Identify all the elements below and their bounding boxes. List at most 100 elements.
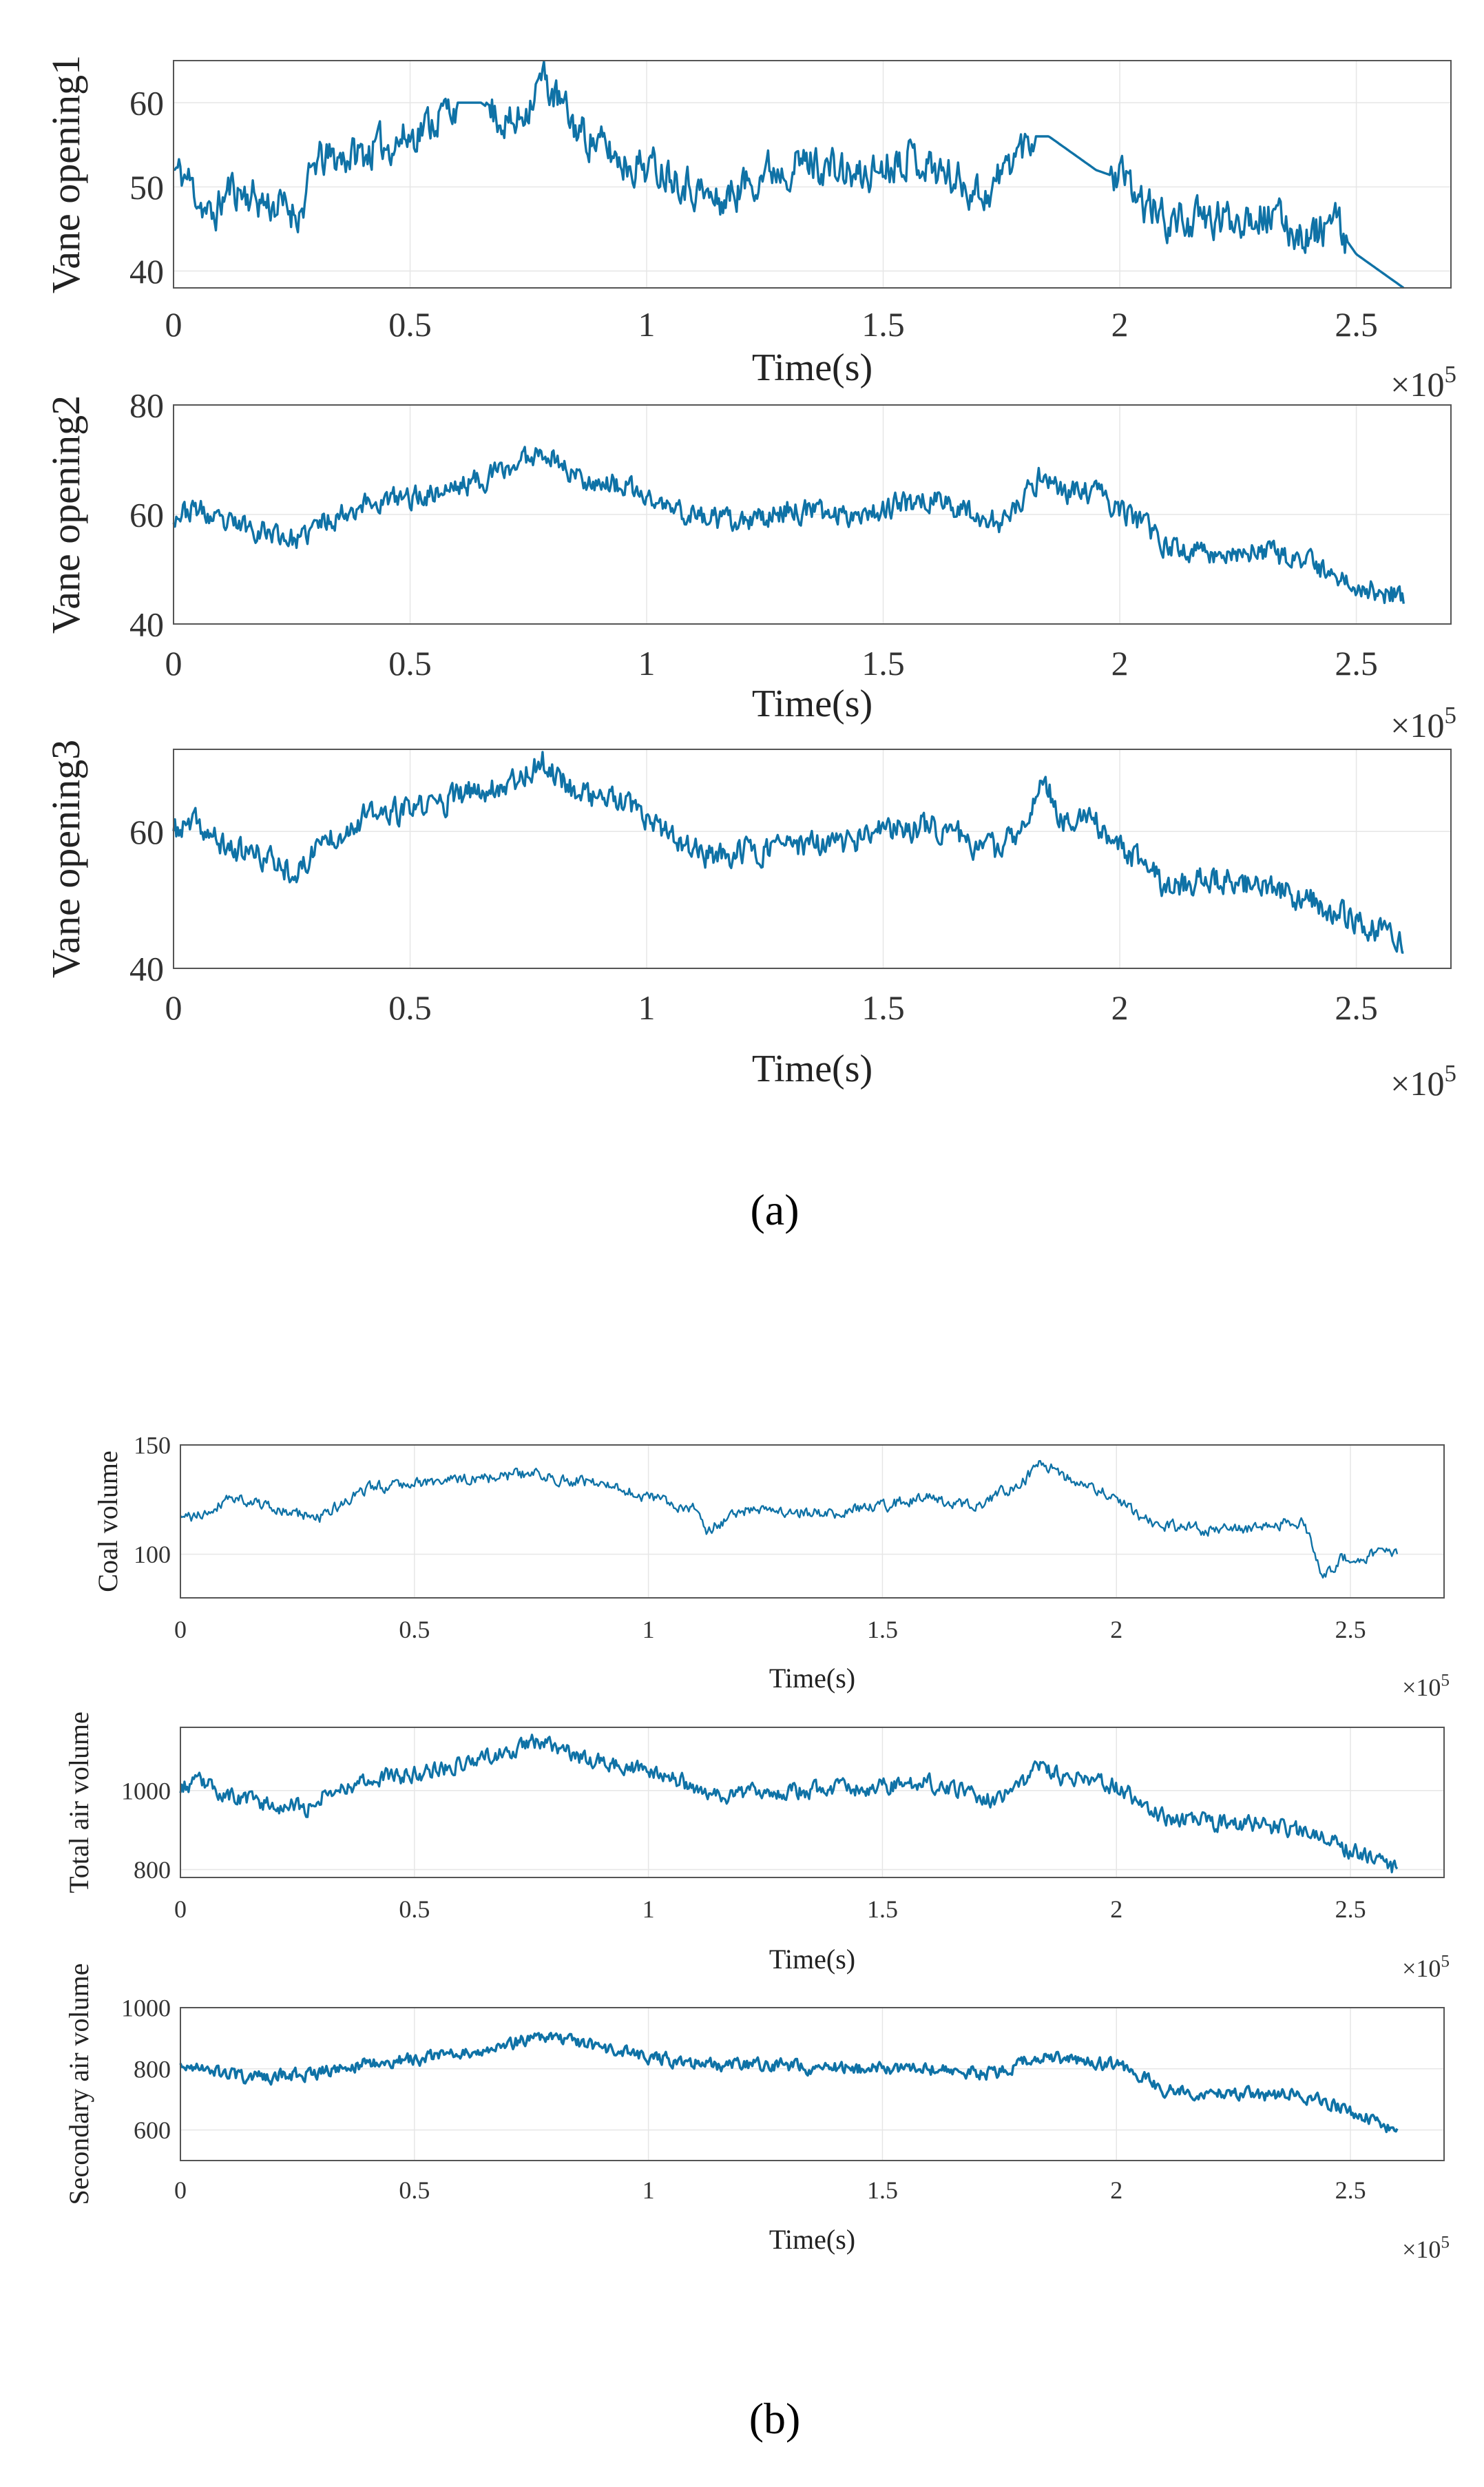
y-tick-label: 80 bbox=[129, 386, 164, 425]
x-tick-label: 1 bbox=[642, 1616, 655, 1643]
chart-coal: 0 0.5 1 1.5 2 2.5 100 150 Time(s) Coal volume ×105 bbox=[92, 1432, 1450, 1701]
x-tick-label: 1 bbox=[642, 1895, 655, 1923]
x-tick-label: 0 bbox=[174, 1895, 187, 1923]
x-multiplier-exponent: 5 bbox=[1445, 361, 1457, 388]
series-line-vane3 bbox=[172, 751, 1404, 954]
y-axis-label: Vane opening3 bbox=[43, 740, 88, 978]
x-tick-label: 2.5 bbox=[1335, 2176, 1366, 2204]
axes-box-vane2 bbox=[173, 404, 1452, 625]
x-tick-label: 2 bbox=[1110, 1616, 1122, 1643]
x-axis-label: Time(s) bbox=[769, 1663, 855, 1694]
chart-vane3: 0 0.5 1 1.5 2 2.5 40 60 Time(s) Vane opening3 ×105 bbox=[43, 740, 1456, 1103]
x-multiplier-exponent: 5 bbox=[1445, 702, 1457, 729]
y-tick-label: 40 bbox=[129, 605, 164, 644]
x-tick-label: 1.5 bbox=[867, 2176, 898, 2204]
y-axis-label: Vane opening2 bbox=[43, 395, 88, 634]
x-tick-label: 0.5 bbox=[399, 1616, 430, 1643]
x-multiplier-base: ×10 bbox=[1390, 706, 1444, 745]
x-multiplier-base: ×10 bbox=[1402, 1955, 1441, 1982]
x-multiplier-base: ×10 bbox=[1402, 1674, 1441, 1701]
y-tick-label: 60 bbox=[129, 496, 164, 534]
y-tick-label: 1000 bbox=[121, 1777, 171, 1804]
series-line-vane1 bbox=[174, 60, 1405, 289]
x-tick-label: 0 bbox=[165, 644, 182, 683]
x-tick-label: 0 bbox=[165, 305, 182, 344]
chart-secondary_air: 0 0.5 1 1.5 2 2.5 600 800 1000 Time(s) Secondary a… bbox=[63, 1964, 1450, 2264]
y-tick-label: 100 bbox=[134, 1541, 171, 1568]
series-line-secondary_air bbox=[179, 2032, 1399, 2134]
x-tick-label: 0.5 bbox=[399, 2176, 430, 2204]
x-multiplier-exponent: 5 bbox=[1441, 1953, 1450, 1971]
x-multiplier-base: ×10 bbox=[1402, 2236, 1441, 2263]
x-axis-label: Time(s) bbox=[752, 683, 872, 725]
y-axis-label: Total air volume bbox=[63, 1711, 94, 1893]
y-tick-label: 150 bbox=[134, 1432, 171, 1459]
x-axis-label: Time(s) bbox=[752, 346, 872, 389]
axes-box-vane1 bbox=[173, 60, 1452, 289]
x-multiplier: ×105 bbox=[1402, 1953, 1450, 1982]
x-multiplier-exponent: 5 bbox=[1441, 1672, 1450, 1690]
x-tick-label: 0.5 bbox=[388, 988, 432, 1027]
x-tick-label: 1 bbox=[638, 988, 656, 1027]
x-tick-label: 0.5 bbox=[399, 1895, 430, 1923]
chart-total_air: 0 0.5 1 1.5 2 2.5 800 1000 Time(s) Total air volu… bbox=[63, 1711, 1450, 1982]
x-multiplier-base: ×10 bbox=[1390, 365, 1444, 404]
x-axis-label: Time(s) bbox=[769, 2224, 855, 2255]
y-axis-label: Coal volume bbox=[92, 1450, 123, 1592]
x-multiplier-exponent: 5 bbox=[1441, 2234, 1450, 2252]
series-line-total_air bbox=[179, 1734, 1399, 1873]
x-tick-label: 1 bbox=[638, 305, 656, 344]
axes-box-secondary_air bbox=[180, 2007, 1445, 2161]
x-multiplier: ×105 bbox=[1390, 1060, 1456, 1103]
x-tick-label: 2 bbox=[1111, 988, 1129, 1027]
series-line-vane2 bbox=[172, 446, 1405, 605]
x-tick-label: 2 bbox=[1110, 1895, 1122, 1923]
x-tick-label: 0.5 bbox=[388, 305, 432, 344]
x-tick-label: 1.5 bbox=[867, 1895, 898, 1923]
x-tick-label: 2 bbox=[1111, 644, 1129, 683]
y-axis-label: Secondary air volume bbox=[63, 1964, 94, 2205]
x-tick-label: 2.5 bbox=[1335, 305, 1378, 344]
caption-a: (a) bbox=[750, 1185, 799, 1234]
x-multiplier-base: ×10 bbox=[1390, 1064, 1444, 1103]
x-tick-label: 2 bbox=[1111, 305, 1129, 344]
y-tick-label: 40 bbox=[129, 950, 164, 988]
x-axis-label: Time(s) bbox=[769, 1944, 855, 1975]
x-tick-label: 1 bbox=[642, 2176, 655, 2204]
y-tick-label: 800 bbox=[134, 2055, 171, 2083]
x-tick-label: 1.5 bbox=[861, 305, 905, 344]
x-tick-label: 0 bbox=[174, 2176, 187, 2204]
y-tick-label: 600 bbox=[134, 2116, 171, 2144]
x-axis-label: Time(s) bbox=[752, 1048, 872, 1090]
x-tick-label: 0 bbox=[174, 1616, 187, 1643]
x-tick-label: 2.5 bbox=[1335, 1616, 1366, 1643]
x-tick-label: 2 bbox=[1110, 2176, 1122, 2204]
y-axis-label: Vane opening1 bbox=[43, 55, 88, 293]
series-line-coal bbox=[180, 1459, 1399, 1579]
axes-box-coal bbox=[180, 1444, 1445, 1599]
x-multiplier: ×105 bbox=[1402, 2234, 1450, 2263]
x-multiplier: ×105 bbox=[1390, 361, 1456, 404]
axes-box-total_air bbox=[180, 1727, 1445, 1878]
x-tick-label: 0 bbox=[165, 988, 182, 1027]
axes-box-vane3 bbox=[173, 749, 1452, 969]
y-tick-label: 40 bbox=[129, 252, 164, 291]
x-multiplier: ×105 bbox=[1402, 1672, 1450, 1701]
x-tick-label: 1.5 bbox=[861, 988, 905, 1027]
caption-b: (b) bbox=[749, 2394, 801, 2443]
x-tick-label: 2.5 bbox=[1335, 988, 1378, 1027]
x-multiplier: ×105 bbox=[1390, 702, 1456, 745]
x-tick-label: 1 bbox=[638, 644, 656, 683]
chart-vane1: 0 0.5 1 1.5 2 2.5 40 50 60 Time(s) Vane opening1 ×1… bbox=[43, 55, 1456, 404]
x-tick-label: 1.5 bbox=[861, 644, 905, 683]
y-tick-label: 1000 bbox=[121, 1995, 171, 2022]
x-tick-label: 0.5 bbox=[388, 644, 432, 683]
x-multiplier-exponent: 5 bbox=[1445, 1060, 1457, 1087]
y-tick-label: 50 bbox=[129, 168, 164, 207]
x-tick-label: 2.5 bbox=[1335, 644, 1378, 683]
y-tick-label: 60 bbox=[129, 84, 164, 123]
x-tick-label: 2.5 bbox=[1335, 1895, 1366, 1923]
chart-vane2: 0 0.5 1 1.5 2 2.5 40 60 80 Time(s) Vane opening2 ×1… bbox=[43, 386, 1456, 745]
x-tick-label: 1.5 bbox=[867, 1616, 898, 1643]
y-tick-label: 800 bbox=[134, 1856, 171, 1884]
